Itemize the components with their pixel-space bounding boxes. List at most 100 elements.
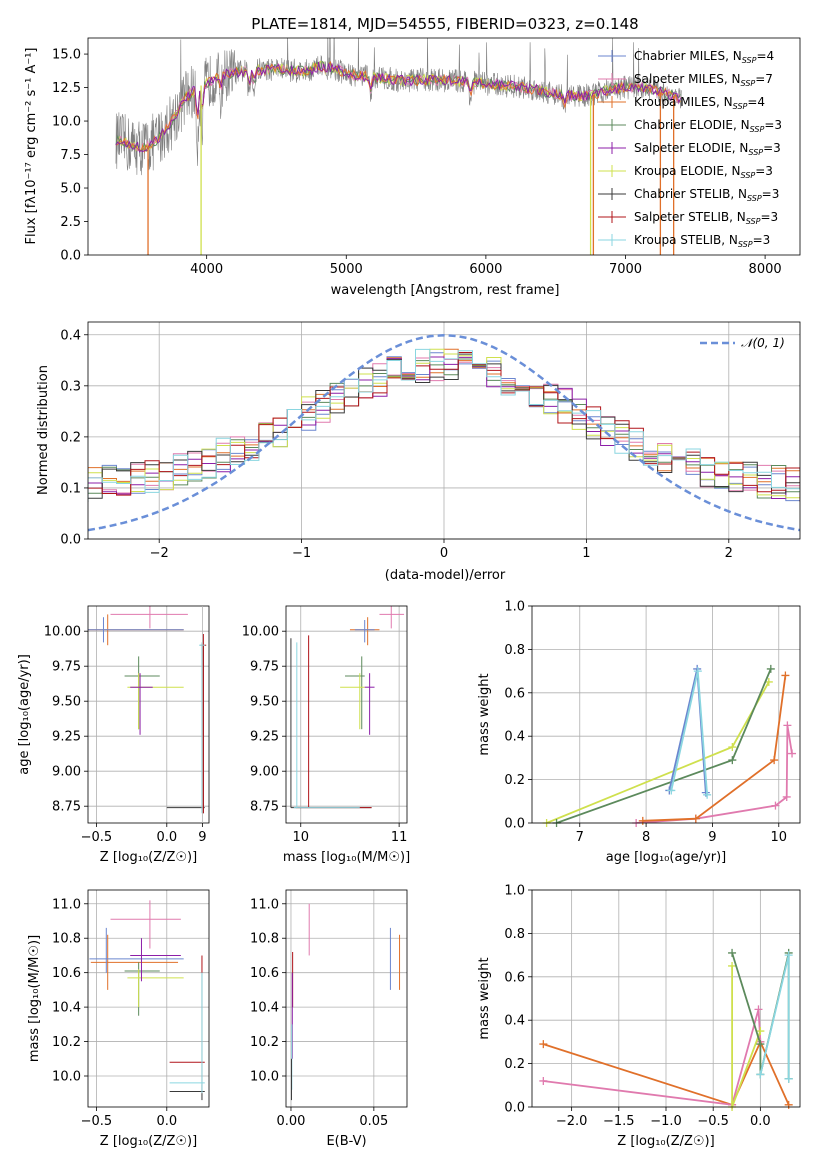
- x-tick-label: 2: [725, 546, 733, 561]
- gridlines: [201, 606, 407, 823]
- plot-frame: [531, 605, 801, 824]
- y-tick-label: 9.25: [250, 730, 279, 745]
- legend-text: Kroupa ELODIE, N: [634, 164, 741, 178]
- x-tick-label: −1.0: [650, 1114, 682, 1129]
- y-tick-label: 1.0: [504, 600, 525, 615]
- x-tick-label: 5000: [330, 262, 363, 277]
- series-kroupa_stelib: [759, 954, 790, 1079]
- legend-text: Kroupa STELIB, N: [634, 233, 738, 247]
- legend-text: =4: [747, 95, 765, 109]
- gridlines: [286, 890, 407, 1107]
- x-tick-label: 0: [440, 546, 448, 561]
- x-tick-label: 0.05: [359, 1114, 388, 1129]
- y-tick-label: 10.8: [250, 932, 279, 947]
- y-tick-label: 10.00: [44, 625, 81, 640]
- legend-text: =4: [756, 49, 774, 63]
- x-tick-label: −1: [292, 546, 311, 561]
- legend-label-salpeter_elodie: Salpeter ELODIE, NSSP=3: [634, 141, 781, 157]
- y-axis-label: age [log₁₀(age/yr)]: [17, 654, 32, 775]
- spectrum-model-salpeter_elodie: [115, 61, 681, 153]
- x-tick-label: 1: [582, 546, 590, 561]
- series-salpeter_miles: [636, 725, 793, 823]
- x-tick-label: −2.0: [556, 1114, 588, 1129]
- y-tick-label: 0.4: [60, 328, 81, 343]
- legend-label-kroupa_miles: Kroupa MILES, NSSP=4: [634, 95, 765, 111]
- x-tick-label: 9: [708, 830, 716, 845]
- legend-label-chabrier_miles: Chabrier MILES, NSSP=4: [634, 49, 774, 65]
- x-tick-label: 4000: [190, 262, 223, 277]
- residuals-xlabel: (data-model)/error: [385, 568, 506, 583]
- y-tick-label: 1.0: [504, 884, 525, 899]
- y-tick-label: 10.00: [242, 625, 279, 640]
- y-tick-label: 10.6: [250, 966, 279, 981]
- y-tick-label: 0.0: [60, 249, 81, 264]
- x-tick-label: −0.5: [81, 830, 113, 845]
- residuals-plot-area: −2 −1 0 1 2 0.0 0.1 0.2 0.3 0.4: [60, 322, 800, 561]
- marker-kroupa_miles: [539, 1040, 548, 1049]
- marker-kroupa_stelib: [756, 1070, 765, 1079]
- y-tick-label: 10.2: [52, 1035, 81, 1050]
- x-axis-label: E(B-V): [326, 1134, 366, 1149]
- marker-kroupa_stelib: [784, 951, 793, 960]
- x-tick-label: 8: [642, 830, 650, 845]
- legend-text: Salpeter ELODIE, N: [634, 141, 748, 155]
- plot-frame: [285, 889, 408, 1108]
- y-tick-label: 0.2: [504, 773, 525, 788]
- legend-text: =3: [760, 210, 778, 224]
- x-axis-label: Z [log₁₀(Z/Z☉)]: [617, 1134, 714, 1149]
- legend-text: =3: [764, 118, 782, 132]
- spectrum-data-line: [115, 38, 682, 176]
- marker-salpeter_miles: [539, 1076, 548, 1085]
- legend-label-salpeter_miles: Salpeter MILES, NSSP=7: [634, 72, 773, 88]
- panel-age-vs-mass: 9 10 11 8.75 9.00 9.25 9.50 9.75 10.00 mass [log₁…: [198, 605, 410, 865]
- panel-weight-vs-Z: −2.0 −1.5 −1.0 −0.5 0.0 0.0 0.2 0.4 0.6 0.8 1.0 Z […: [477, 884, 801, 1149]
- legend-subscript: SSP: [742, 56, 757, 65]
- legend-text: =3: [762, 187, 780, 201]
- residuals-ylabel: Normed distribution: [36, 365, 51, 495]
- x-tick-label: 0.0: [750, 1114, 771, 1129]
- y-tick-label: 10.4: [52, 1001, 81, 1016]
- y-tick-label: 9.00: [52, 765, 81, 780]
- y-tick-label: 0.0: [504, 1101, 525, 1116]
- series-salpeter_miles: [543, 1009, 762, 1106]
- legend-subscript: SSP: [733, 102, 748, 111]
- series-chabrier_elodie: [556, 668, 772, 823]
- spectrum-xlabel: wavelength [Angstrom, rest frame]: [331, 283, 560, 298]
- y-tick-label: 0.6: [504, 970, 525, 985]
- gridlines: [88, 890, 209, 1107]
- legend-subscript: SSP: [750, 125, 765, 134]
- y-tick-label: 0.2: [60, 430, 81, 445]
- marker-chabrier_elodie: [766, 664, 775, 673]
- y-tick-label: 11.0: [250, 897, 279, 912]
- panel-mass-vs-Z: −0.5 0.0 10.0 10.2 10.4 10.6 10.8 11.0 Z [log₁₀(…: [27, 889, 210, 1149]
- y-tick-label: 11.0: [52, 897, 81, 912]
- panel-weight-vs-age: 7 8 9 10 0.0 0.2 0.4 0.6 0.8 1.0 age [log₁₀(age/yr…: [477, 600, 801, 865]
- marker-kroupa_miles: [770, 756, 779, 765]
- marker-salpeter_miles: [783, 721, 792, 730]
- y-tick-label: 9.75: [250, 660, 279, 675]
- normal-curve: [88, 334, 800, 532]
- x-tick-label: 10: [292, 830, 309, 845]
- y-tick-label: 2.5: [60, 215, 81, 230]
- marker-chabrier_elodie: [728, 948, 737, 957]
- plot-frame: [531, 889, 801, 1108]
- y-tick-label: 10.0: [250, 1070, 279, 1085]
- legend-text: =7: [755, 72, 773, 86]
- y-axis-label: mass weight: [477, 673, 492, 755]
- marker-kroupa_stelib: [693, 667, 702, 676]
- y-tick-label: 10.4: [250, 1001, 279, 1016]
- legend-subscript: SSP: [748, 148, 763, 157]
- y-axis-label: mass weight: [477, 957, 492, 1039]
- marker-kroupa_elodie: [756, 1027, 765, 1036]
- y-tick-label: 10.6: [52, 966, 81, 981]
- marker-chabrier_elodie: [756, 1040, 765, 1049]
- marker-salpeter_miles: [771, 801, 780, 810]
- series-kroupa_miles: [543, 1039, 790, 1106]
- y-tick-label: 0.3: [60, 379, 81, 394]
- legend-subscript: SSP: [741, 79, 756, 88]
- spectrum-legend: Chabrier MILES, NSSP=4 Salpeter MILES, NS…: [598, 49, 782, 249]
- y-tick-label: 0.0: [504, 817, 525, 832]
- series-kroupa_miles: [642, 675, 787, 822]
- spectrum-ylabel: Flux [fλ10⁻¹⁷ erg cm⁻² s⁻¹ A⁻¹]: [24, 48, 39, 245]
